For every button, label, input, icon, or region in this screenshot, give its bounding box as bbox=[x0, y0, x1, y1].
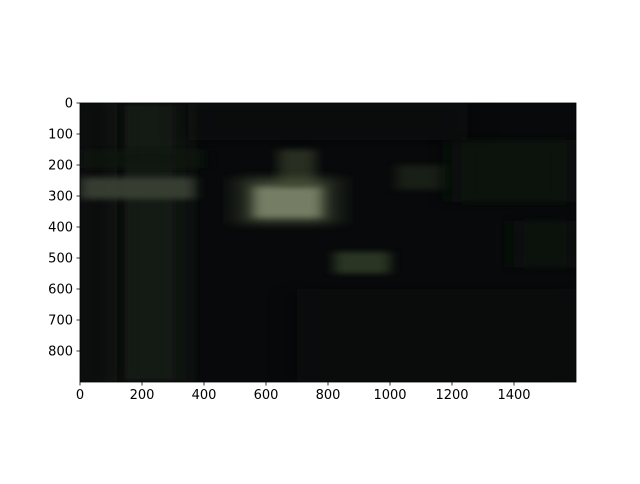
image-region bbox=[188, 103, 468, 141]
x-tick-label: 1000 bbox=[373, 388, 406, 403]
y-tick-label: 200 bbox=[48, 159, 73, 174]
image-region bbox=[297, 289, 576, 382]
x-tick-label: 800 bbox=[316, 388, 341, 403]
y-tick-label: 0 bbox=[65, 97, 73, 112]
image-region bbox=[334, 251, 390, 274]
x-tick-label: 0 bbox=[76, 388, 84, 403]
y-tick-label: 300 bbox=[48, 190, 73, 205]
y-tick-label: 600 bbox=[48, 283, 73, 298]
x-tick-label: 1200 bbox=[435, 388, 468, 403]
y-tick-label: 500 bbox=[48, 252, 73, 267]
y-tick-label: 400 bbox=[48, 221, 73, 236]
image-area bbox=[80, 103, 576, 382]
x-tick-label: 600 bbox=[254, 388, 279, 403]
image-region bbox=[514, 220, 576, 268]
image-region bbox=[396, 165, 443, 190]
image-region bbox=[452, 140, 576, 203]
image-region bbox=[278, 149, 316, 187]
image-region bbox=[80, 177, 195, 200]
axes: 0 200 400 600 800 1000 1200 1400 0 100 200 300 400 50… bbox=[48, 97, 577, 403]
y-tick-label: 800 bbox=[48, 345, 73, 360]
y-tick-label: 700 bbox=[48, 314, 73, 329]
image-region bbox=[80, 149, 204, 169]
x-tick-label: 400 bbox=[192, 388, 217, 403]
y-tick-label: 100 bbox=[48, 128, 73, 143]
image-region bbox=[253, 186, 322, 218]
image-region bbox=[114, 103, 186, 382]
image-region bbox=[80, 103, 118, 382]
x-tick-label: 200 bbox=[130, 388, 155, 403]
x-tick-label: 1400 bbox=[497, 388, 530, 403]
